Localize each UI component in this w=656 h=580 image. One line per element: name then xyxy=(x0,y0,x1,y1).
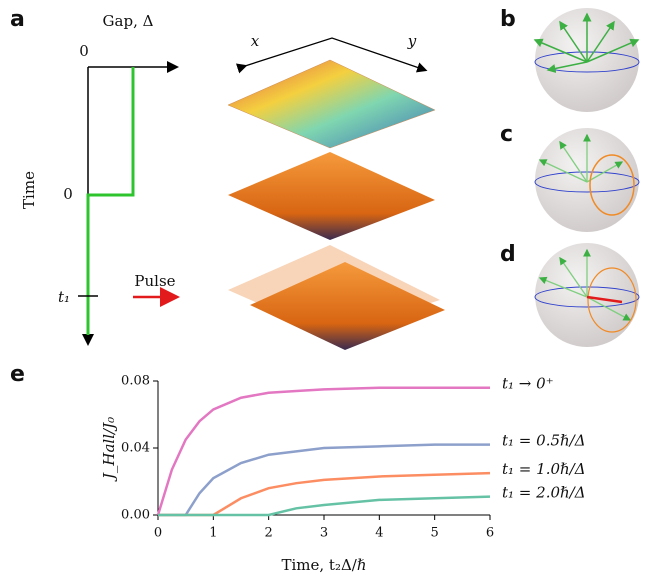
x-tick-label: 3 xyxy=(320,526,328,541)
axis-label: y xyxy=(407,32,417,50)
y-tick-label: 0.00 xyxy=(121,508,150,523)
panel-label: e xyxy=(10,362,25,387)
tick-label: 0 xyxy=(63,185,73,203)
x-tick-label: 2 xyxy=(265,526,273,541)
panel-label: c xyxy=(500,122,513,147)
bloch-spheres xyxy=(535,8,639,347)
y-tick-label: 0.04 xyxy=(121,441,150,456)
axis-label: Time xyxy=(20,171,38,209)
panel-label: b xyxy=(500,7,516,32)
figure: a b c d e Gap, Δ 0 0 t₁ Time Pulse x y xyxy=(0,0,656,580)
x-tick-label: 6 xyxy=(486,526,494,541)
panel-label: a xyxy=(10,7,25,32)
x-tick-label: 0 xyxy=(154,526,162,541)
surface-illustration xyxy=(228,60,445,350)
series-label: t₁ → 0⁺ xyxy=(502,375,554,393)
series-label: t₁ = 1.0ℏ/Δ xyxy=(502,460,586,478)
series-line xyxy=(158,497,490,515)
x-axis-label: Time, t₂Δ/ℏ xyxy=(281,556,366,574)
axis-label: Gap, Δ xyxy=(103,12,154,30)
series-line xyxy=(158,388,490,515)
axis-label: x xyxy=(251,32,260,50)
y-axis-label: J_Hall/J₀ xyxy=(100,417,118,482)
x-tick-label: 1 xyxy=(209,526,217,541)
panel-label: d xyxy=(500,242,516,267)
tick-label: t₁ xyxy=(58,288,70,306)
tick-label: 0 xyxy=(79,42,89,60)
x-tick-label: 5 xyxy=(431,526,439,541)
y-tick-label: 0.08 xyxy=(121,374,150,389)
annotation: Pulse xyxy=(134,272,175,290)
x-tick-label: 4 xyxy=(375,526,383,541)
series-label: t₁ = 0.5ℏ/Δ xyxy=(502,432,586,450)
series-line xyxy=(158,473,490,515)
series-label: t₁ = 2.0ℏ/Δ xyxy=(502,484,586,502)
